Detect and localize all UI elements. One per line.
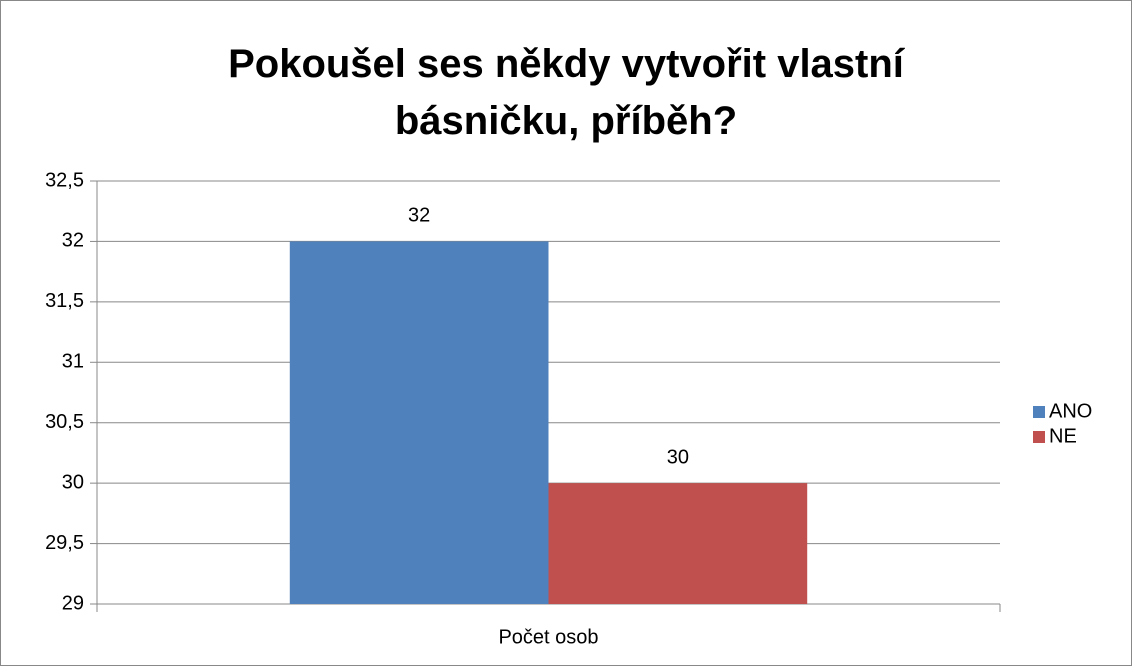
- y-tick-label: 32,5: [45, 169, 84, 191]
- legend-label: NE: [1049, 425, 1077, 447]
- chart-title: Pokoušel ses někdy vytvořit vlastní básn…: [228, 42, 904, 143]
- data-label: 32: [408, 205, 430, 227]
- y-tick-label: 30: [62, 471, 84, 493]
- y-tick-label: 29: [62, 592, 84, 614]
- bar: [548, 483, 808, 604]
- y-tick-label: 31,5: [45, 290, 84, 312]
- bar: [289, 241, 549, 604]
- x-tick-label: Počet osob: [498, 626, 598, 648]
- legend-swatch: [1033, 406, 1045, 418]
- legend-label: ANO: [1049, 400, 1092, 422]
- y-tick-label: 30,5: [45, 411, 84, 433]
- data-label: 30: [667, 446, 689, 468]
- legend-swatch: [1033, 431, 1045, 443]
- y-tick-label: 32: [62, 230, 84, 252]
- y-tick-label: 31: [62, 351, 84, 373]
- y-tick-label: 29,5: [45, 532, 84, 554]
